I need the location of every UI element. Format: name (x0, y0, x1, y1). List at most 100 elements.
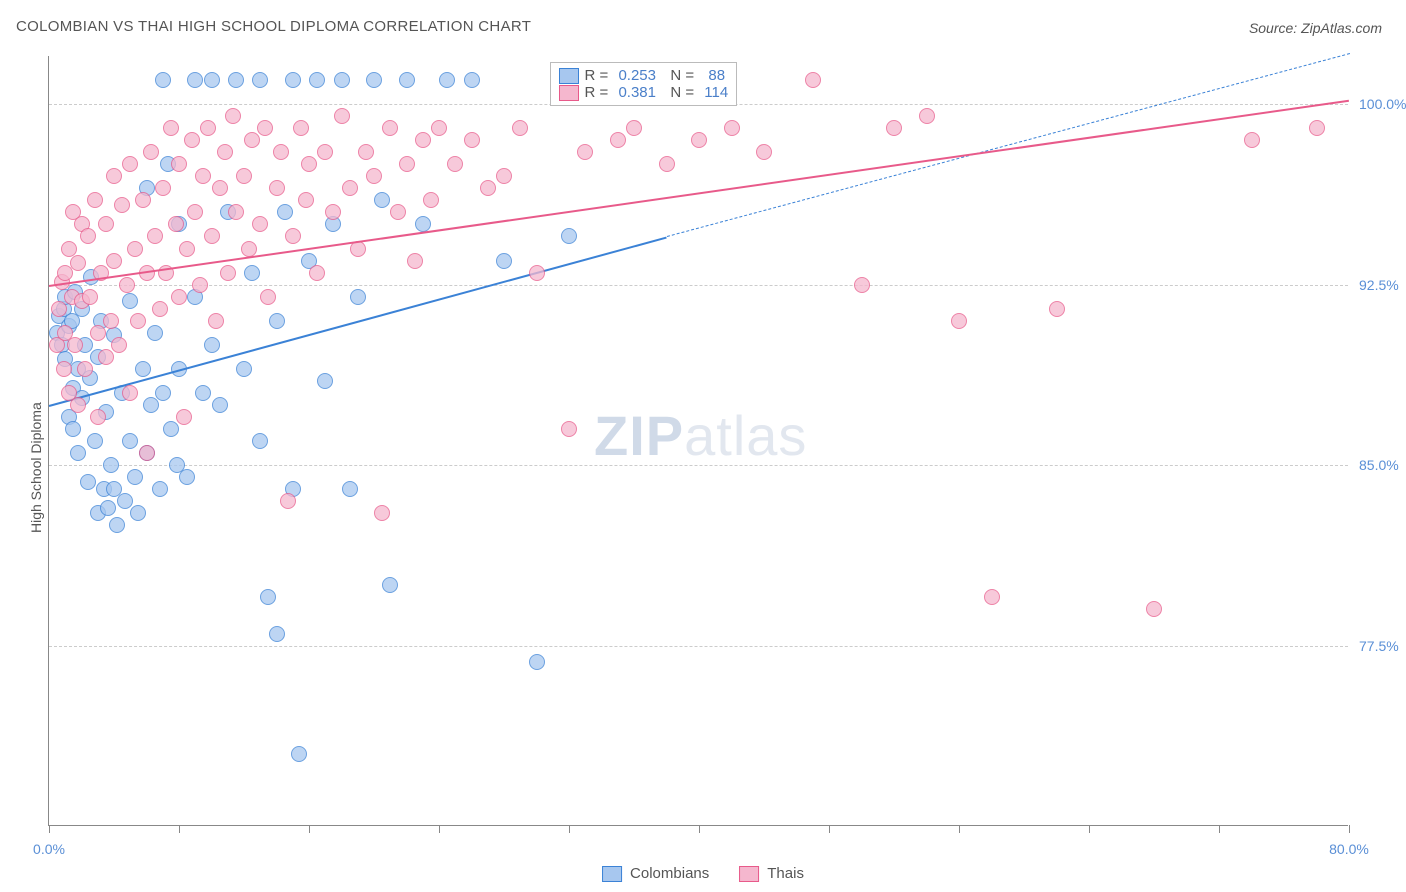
data-point (127, 241, 143, 257)
legend-swatch (559, 85, 579, 101)
data-point (80, 228, 96, 244)
data-point (236, 361, 252, 377)
data-point (212, 180, 228, 196)
data-point (496, 168, 512, 184)
footer-legend-item: Thais (739, 865, 804, 882)
data-point (152, 301, 168, 317)
data-point (423, 192, 439, 208)
data-point (325, 204, 341, 220)
data-point (439, 72, 455, 88)
data-point (200, 120, 216, 136)
data-point (415, 132, 431, 148)
xtick (829, 825, 830, 833)
data-point (269, 626, 285, 642)
data-point (106, 253, 122, 269)
data-point (919, 108, 935, 124)
stats-legend-row: R = 0.381 N = 114 (559, 84, 729, 101)
data-point (691, 132, 707, 148)
legend-swatch (602, 866, 622, 882)
data-point (103, 457, 119, 473)
data-point (87, 433, 103, 449)
data-point (298, 192, 314, 208)
data-point (951, 313, 967, 329)
xtick (1089, 825, 1090, 833)
data-point (217, 144, 233, 160)
data-point (756, 144, 772, 160)
data-point (70, 445, 86, 461)
data-point (236, 168, 252, 184)
data-point (109, 517, 125, 533)
data-point (342, 180, 358, 196)
data-point (171, 289, 187, 305)
data-point (317, 373, 333, 389)
data-point (98, 349, 114, 365)
data-point (70, 397, 86, 413)
data-point (208, 313, 224, 329)
data-point (317, 144, 333, 160)
data-point (228, 72, 244, 88)
data-point (577, 144, 593, 160)
xtick (959, 825, 960, 833)
data-point (480, 180, 496, 196)
data-point (399, 72, 415, 88)
source-label: Source: ZipAtlas.com (1249, 20, 1382, 36)
data-point (155, 72, 171, 88)
data-point (127, 469, 143, 485)
data-point (257, 120, 273, 136)
data-point (204, 72, 220, 88)
data-point (228, 204, 244, 220)
footer-legend: Colombians Thais (602, 865, 804, 882)
data-point (260, 589, 276, 605)
data-point (626, 120, 642, 136)
data-point (269, 180, 285, 196)
data-point (431, 120, 447, 136)
xtick (49, 825, 50, 833)
data-point (464, 132, 480, 148)
xtick (439, 825, 440, 833)
data-point (163, 421, 179, 437)
data-point (805, 72, 821, 88)
data-point (309, 72, 325, 88)
data-point (366, 168, 382, 184)
footer-legend-item: Colombians (602, 865, 709, 882)
xtick-label: 0.0% (33, 841, 65, 857)
legend-label: Thais (767, 865, 804, 882)
data-point (285, 228, 301, 244)
data-point (1146, 601, 1162, 617)
data-point (244, 265, 260, 281)
data-point (155, 180, 171, 196)
data-point (390, 204, 406, 220)
trendline (49, 99, 1349, 286)
data-point (184, 132, 200, 148)
data-point (122, 385, 138, 401)
data-point (135, 192, 151, 208)
data-point (82, 289, 98, 305)
data-point (119, 277, 135, 293)
data-point (176, 409, 192, 425)
data-point (204, 337, 220, 353)
data-point (143, 144, 159, 160)
data-point (374, 192, 390, 208)
data-point (98, 216, 114, 232)
data-point (285, 72, 301, 88)
data-point (51, 301, 67, 317)
data-point (854, 277, 870, 293)
data-point (220, 265, 236, 281)
legend-swatch (559, 68, 579, 84)
data-point (407, 253, 423, 269)
data-point (106, 168, 122, 184)
y-axis-label: High School Diploma (28, 403, 44, 534)
data-point (135, 361, 151, 377)
data-point (561, 421, 577, 437)
xtick (569, 825, 570, 833)
data-point (342, 481, 358, 497)
data-point (886, 120, 902, 136)
data-point (309, 265, 325, 281)
gridline (49, 285, 1348, 286)
data-point (111, 337, 127, 353)
data-point (70, 255, 86, 271)
gridline (49, 465, 1348, 466)
data-point (168, 216, 184, 232)
xtick (1219, 825, 1220, 833)
data-point (77, 361, 93, 377)
